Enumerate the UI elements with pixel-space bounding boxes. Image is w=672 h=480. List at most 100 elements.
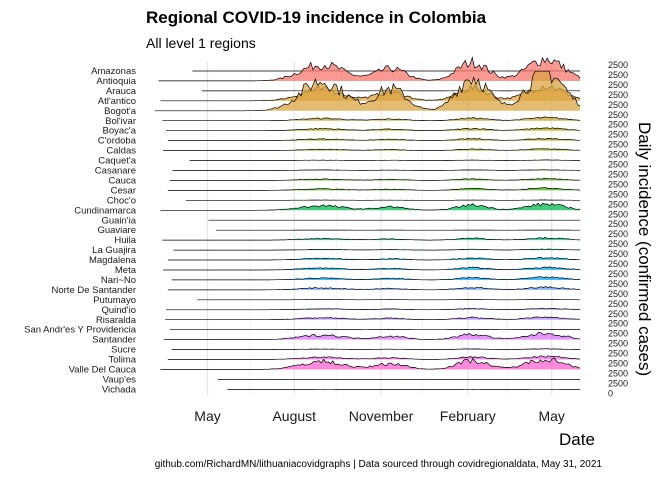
y-tick-label: 2500 [608,229,628,239]
series-area [154,71,580,111]
series-guaviare: Guaviare 2500 [97,219,628,236]
series-area [158,57,580,81]
series-label: Nari~No [101,275,136,286]
series-area [160,84,580,101]
series-area [167,138,580,141]
series-label: Valle Del Cauca [69,365,137,376]
series-label: Antioquia [96,76,136,87]
series-meta: Meta 2500 [115,259,628,276]
series-tolima: Tolima 2500 [109,349,628,366]
series-cauca: Cauca 2500 [109,169,629,186]
series-label: C'ordoba [98,136,137,147]
series-line [171,348,581,350]
x-tick-label: May [538,408,564,424]
series-line [167,138,580,141]
series-line [166,127,581,132]
series-area [167,355,580,360]
series-line [164,331,581,340]
series-norte-de-santander: Norte De Santander 2500 [52,279,629,296]
series-line [154,70,581,112]
y-tick-label: 2500 [608,100,628,110]
y-tick-label: 2500 [608,189,628,199]
y-tick-label: 2500 [608,339,628,349]
series-la-guajira: La Guajira 2500 [92,239,628,256]
series-area [160,203,580,211]
series-area [167,257,580,261]
series-label: Choc'o [107,195,136,206]
series-line [162,116,581,122]
y-tick-label: 2500 [608,329,628,339]
series-line [160,202,581,211]
y-tick-label: 2500 [608,289,628,299]
series-label: Guaviare [97,225,136,236]
series-huila: Huila 2500 [114,229,628,246]
y-tick-label: 2500 [608,179,628,189]
series-risaralda: Risaralda 2500 [96,309,628,326]
series-area [167,187,580,191]
series-line [167,187,581,191]
series-nari-no: Nari~No 2500 [101,269,628,286]
series-label: Bol'ivar [105,116,136,127]
series-caldas: Caldas 2500 [106,140,628,157]
y-tick-label: 2500 [608,120,628,130]
y-tick-label: 2500 [608,249,628,259]
y-tick-label: 2500 [608,309,628,319]
series-line [189,159,580,161]
series-c-ordoba: C'ordoba 2500 [98,130,628,147]
series-quind-io: Quind'io 2500 [101,299,628,316]
y-tick-label: 2500 [608,259,628,269]
series-cesar: Cesar 2500 [111,179,628,196]
series-label: Boyac'a [102,126,136,137]
series-bol-ivar: Bol'ivar 2500 [105,110,628,127]
series-label: Risaralda [96,315,137,326]
y-tick-label: 2500 [608,60,628,70]
series-antioquia: Antioquia 2500 [96,56,628,87]
series-line [167,355,580,360]
y-tick-label: 2500 [608,349,628,359]
x-tick-label: November [349,408,414,424]
y-tick-label: 2500 [608,239,628,249]
y-tick-label: 2500 [608,150,628,160]
y-tick-label: 2500 [608,199,628,209]
y-tick-label: 2500 [608,319,628,329]
series-label: Huila [114,235,136,246]
series-line [173,248,580,251]
series-label: Putumayo [93,295,136,306]
series-area [169,178,581,181]
y-tick-label: 2500 [608,70,628,80]
series-vaup-es: Vaup'es 2500 [103,368,628,385]
series-label: Casanare [95,166,136,177]
series-guain-ia: Guain'ia 2500 [101,209,628,226]
series-san-andr-es-y-providencia: San Andr'es Y Providencia 2500 [24,319,628,336]
series-label: Atl'antico [98,96,136,107]
x-tick-label: August [272,408,316,424]
y-tick-label: 2500 [608,368,628,378]
series-line [160,357,581,370]
y-tick-label: 2500 [608,110,628,120]
series-area [160,357,580,370]
chart-subtitle: All level 1 regions [146,35,256,51]
series-valle-del-cauca: Valle Del Cauca 2500 [69,357,628,376]
series-label: Arauca [106,86,137,97]
series-label: Cesar [111,185,136,196]
series-line [165,316,580,321]
series-label: Caldas [106,146,136,157]
y-tick-label: 2500 [608,219,628,229]
series-label: La Guajira [92,245,137,256]
y-axis-label: Daily incidence (confirmed cases) [635,122,654,377]
series-label: Caquet'a [98,156,136,167]
y-tick-label: 2500 [608,160,628,170]
x-axis-label: Date [559,430,595,449]
series-label: Norte De Santander [52,285,137,296]
series-line [167,286,581,291]
y-tick-label: 2500 [608,209,628,219]
series-casanare: Casanare 2500 [95,160,628,177]
series-line [163,266,581,271]
series-label: Vichada [102,384,137,395]
y-tick-label: 2500 [608,279,628,289]
series-sucre: Sucre 2500 [111,339,628,356]
y-tick-label: 2500 [608,269,628,279]
y-tick-label: 2500 [608,80,628,90]
